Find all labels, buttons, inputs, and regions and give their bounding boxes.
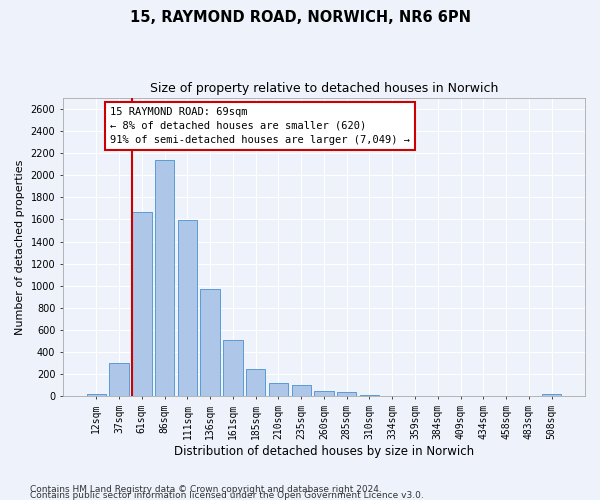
Bar	[542, 394, 561, 396]
Title: Size of property relative to detached houses in Norwich: Size of property relative to detached ho…	[150, 82, 498, 96]
Bar	[360, 395, 379, 396]
Bar	[269, 383, 288, 396]
Bar	[86, 394, 106, 396]
Bar	[246, 369, 265, 396]
Text: 15, RAYMOND ROAD, NORWICH, NR6 6PN: 15, RAYMOND ROAD, NORWICH, NR6 6PN	[130, 10, 470, 25]
Text: 15 RAYMOND ROAD: 69sqm
← 8% of detached houses are smaller (620)
91% of semi-det: 15 RAYMOND ROAD: 69sqm ← 8% of detached …	[110, 107, 410, 145]
Bar	[314, 390, 334, 396]
Bar	[109, 363, 129, 396]
Bar	[292, 385, 311, 396]
Bar	[178, 220, 197, 396]
Bar	[132, 212, 152, 396]
Bar	[223, 340, 242, 396]
Text: Contains public sector information licensed under the Open Government Licence v3: Contains public sector information licen…	[30, 490, 424, 500]
Bar	[200, 289, 220, 396]
X-axis label: Distribution of detached houses by size in Norwich: Distribution of detached houses by size …	[174, 444, 474, 458]
Bar	[337, 392, 356, 396]
Text: Contains HM Land Registry data © Crown copyright and database right 2024.: Contains HM Land Registry data © Crown c…	[30, 484, 382, 494]
Bar	[155, 160, 175, 396]
Y-axis label: Number of detached properties: Number of detached properties	[15, 160, 25, 334]
